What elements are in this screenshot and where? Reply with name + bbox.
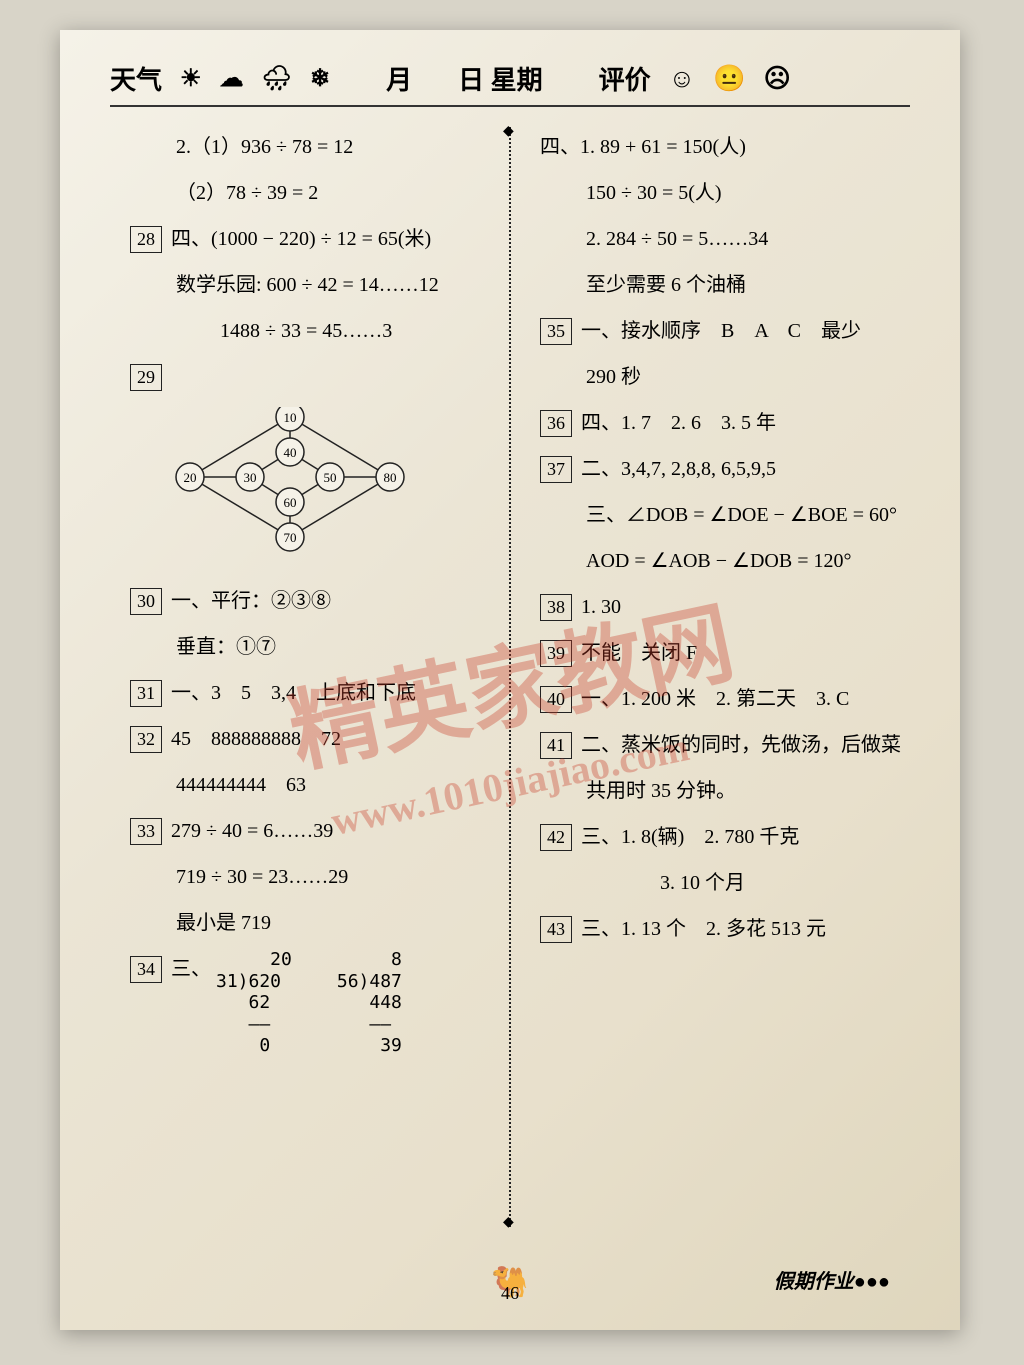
line: 150 ÷ 30 = 5(人) bbox=[540, 173, 890, 213]
text: 三、1. 13 个 2. 多花 513 元 bbox=[581, 918, 826, 940]
line: 42 三、1. 8(辆) 2. 780 千克 bbox=[540, 817, 890, 857]
line: AOD = ∠AOB − ∠DOB = 120° bbox=[540, 541, 890, 581]
line: 36 四、1. 7 2. 6 3. 5 年 bbox=[540, 403, 890, 443]
page-header: 天气 ☀ ☁ 🌧 ❄ 月 日 星期 评价 ☺ 😐 ☹ bbox=[110, 60, 910, 107]
snow-icon: ❄ bbox=[310, 64, 330, 93]
sad-face-icon: ☹ bbox=[764, 64, 791, 94]
worksheet-page: 天气 ☀ ☁ 🌧 ❄ 月 日 星期 评价 ☺ 😐 ☹ 2.（1）936 ÷ 78… bbox=[60, 30, 960, 1330]
text: 45 888888888 72 bbox=[171, 728, 341, 750]
text: 四、(1000 − 220) ÷ 12 = 65(米) bbox=[171, 228, 431, 250]
line: 32 45 888888888 72 bbox=[130, 719, 480, 759]
line: 至少需要 6 个油桶 bbox=[540, 265, 890, 305]
content-columns: 2.（1）936 ÷ 78 = 12 （2）78 ÷ 39 = 2 28 四、(… bbox=[110, 127, 910, 1227]
problem-number: 37 bbox=[540, 456, 572, 483]
line: 31 一、3 5 3,4 上底和下底 bbox=[130, 673, 480, 713]
problem-number: 33 bbox=[130, 818, 162, 845]
page-number: 46 bbox=[501, 1283, 519, 1304]
text: 一、接水顺序 B A C 最少 bbox=[581, 320, 861, 342]
line: 四、1. 89 + 61 = 150(人) bbox=[540, 127, 890, 167]
sun-icon: ☀ bbox=[180, 64, 202, 93]
line: 数学乐园: 600 ÷ 42 = 14……12 bbox=[130, 265, 480, 305]
line: 28 四、(1000 − 220) ÷ 12 = 65(米) bbox=[130, 219, 480, 259]
problem-number: 35 bbox=[540, 318, 572, 345]
text: 279 ÷ 40 = 6……39 bbox=[171, 820, 333, 842]
text: 二、3,4,7, 2,8,8, 6,5,9,5 bbox=[581, 458, 776, 480]
line: 38 1. 30 bbox=[540, 587, 890, 627]
neutral-face-icon: 😐 bbox=[713, 64, 745, 94]
problem-number: 43 bbox=[540, 916, 572, 943]
line: （2）78 ÷ 39 = 2 bbox=[130, 173, 480, 213]
footer-label: 假期作业●●● bbox=[774, 1265, 890, 1294]
problem-number: 36 bbox=[540, 410, 572, 437]
long-division-2: 8 56)487 448 ―― 39 bbox=[337, 949, 402, 1057]
svg-text:80: 80 bbox=[384, 470, 397, 485]
cloud-icon: ☁ bbox=[220, 64, 244, 93]
problem-number: 34 bbox=[130, 956, 162, 983]
svg-text:70: 70 bbox=[284, 530, 297, 545]
svg-text:40: 40 bbox=[284, 445, 297, 460]
text: 一、平行：②③⑧ bbox=[171, 590, 331, 612]
problem-number: 41 bbox=[540, 732, 572, 759]
text: 1. 30 bbox=[581, 596, 621, 618]
happy-face-icon: ☺ bbox=[669, 64, 696, 94]
text: 一、3 5 3,4 上底和下底 bbox=[171, 682, 416, 704]
day-label: 日 星期 bbox=[458, 60, 543, 97]
svg-text:10: 10 bbox=[284, 410, 297, 425]
weather-label: 天气 bbox=[110, 60, 162, 97]
text: 三、1. 8(辆) 2. 780 千克 bbox=[581, 826, 799, 848]
line: 最小是 719 bbox=[130, 903, 480, 943]
problem-number: 40 bbox=[540, 686, 572, 713]
month-label: 月 bbox=[386, 60, 412, 97]
line: 垂直：①⑦ bbox=[130, 627, 480, 667]
problem-number: 38 bbox=[540, 594, 572, 621]
number-diagram: 10 20 30 40 50 60 70 80 bbox=[170, 407, 480, 571]
line: 29 bbox=[130, 357, 480, 397]
rating-label: 评价 bbox=[599, 60, 651, 97]
problem-number: 31 bbox=[130, 680, 162, 707]
line: 3. 10 个月 bbox=[540, 863, 890, 903]
text: 不能 关闭 F bbox=[581, 642, 697, 664]
text: 二、蒸米饭的同时，先做汤，后做菜 bbox=[581, 734, 901, 756]
line: 34 三、 20 31)620 62 ―― 0 8 56)487 448 ―― … bbox=[130, 949, 480, 1057]
line: 33 279 ÷ 40 = 6……39 bbox=[130, 811, 480, 851]
line: 444444444 63 bbox=[130, 765, 480, 805]
line: 719 ÷ 30 = 23……29 bbox=[130, 857, 480, 897]
problem-number: 28 bbox=[130, 226, 162, 253]
page-footer: 🐫 46 假期作业●●● bbox=[60, 1265, 960, 1300]
line: 30 一、平行：②③⑧ bbox=[130, 581, 480, 621]
line: 2. 284 ÷ 50 = 5……34 bbox=[540, 219, 890, 259]
text: 一、1. 200 米 2. 第二天 3. C bbox=[581, 688, 849, 710]
problem-number: 29 bbox=[130, 364, 162, 391]
line: 三、∠DOB = ∠DOE − ∠BOE = 60° bbox=[540, 495, 890, 535]
problem-number: 32 bbox=[130, 726, 162, 753]
rain-icon: 🌧 bbox=[262, 64, 292, 93]
line: 2.（1）936 ÷ 78 = 12 bbox=[130, 127, 480, 167]
line: 39 不能 关闭 F bbox=[540, 633, 890, 673]
text: 四、1. 7 2. 6 3. 5 年 bbox=[581, 412, 776, 434]
line: 37 二、3,4,7, 2,8,8, 6,5,9,5 bbox=[540, 449, 890, 489]
svg-text:30: 30 bbox=[244, 470, 257, 485]
line: 40 一、1. 200 米 2. 第二天 3. C bbox=[540, 679, 890, 719]
svg-text:50: 50 bbox=[324, 470, 337, 485]
line: 43 三、1. 13 个 2. 多花 513 元 bbox=[540, 909, 890, 949]
line: 290 秒 bbox=[540, 357, 890, 397]
text: 三、 bbox=[171, 958, 211, 980]
line: 共用时 35 分钟。 bbox=[540, 771, 890, 811]
problem-number: 42 bbox=[540, 824, 572, 851]
left-column: 2.（1）936 ÷ 78 = 12 （2）78 ÷ 39 = 2 28 四、(… bbox=[110, 127, 510, 1227]
line: 41 二、蒸米饭的同时，先做汤，后做菜 bbox=[540, 725, 890, 765]
line: 1488 ÷ 33 = 45……3 bbox=[130, 311, 480, 351]
problem-number: 30 bbox=[130, 588, 162, 615]
svg-text:60: 60 bbox=[284, 495, 297, 510]
right-column: 四、1. 89 + 61 = 150(人) 150 ÷ 30 = 5(人) 2.… bbox=[510, 127, 910, 1227]
line: 35 一、接水顺序 B A C 最少 bbox=[540, 311, 890, 351]
svg-text:20: 20 bbox=[184, 470, 197, 485]
column-divider bbox=[509, 127, 511, 1227]
problem-number: 39 bbox=[540, 640, 572, 667]
long-division-1: 20 31)620 62 ―― 0 bbox=[216, 949, 292, 1057]
